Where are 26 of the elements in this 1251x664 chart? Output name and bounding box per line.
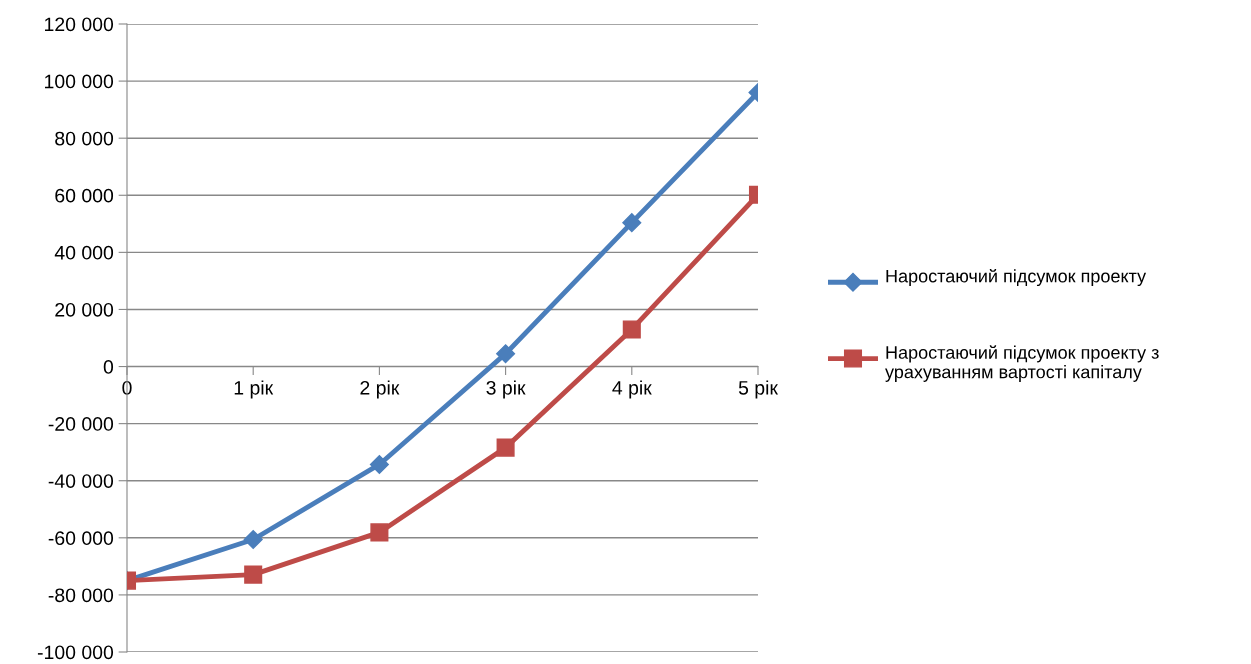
y-tick-label: -80 000 [48,588,114,603]
point [496,344,516,364]
x-tick-label: 5 рік [738,380,779,399]
point [243,529,263,550]
y-tick-label: -60 000 [48,531,114,546]
x-tick-label: 1 рік [234,380,274,399]
legend-label: Наростаючий підсумок проекту з урахуванням вартості капіталу [885,345,1159,382]
point [496,438,515,457]
y-tick-label: -20 000 [48,417,114,431]
y-tick-label: 120 000 [45,17,114,32]
legend-label: Наростаючий підсумок проекту [886,268,1147,287]
x-tick-label: 4 рік [612,380,652,399]
point [370,523,389,542]
y-tick-label: 60 000 [55,188,114,203]
x-tick-label: 0 [122,380,132,395]
y-tick-label: -100 000 [37,645,114,660]
point [369,454,389,474]
y-tick-label: 80 000 [55,131,114,146]
y-tick-label: 0 [103,360,114,374]
point [244,565,263,584]
y-tick-label: 100 000 [45,74,114,89]
x-tick-label: 2 рік [360,380,400,399]
x-tick-label: 3 рік [486,380,526,399]
y-tick-label: 40 000 [54,245,114,260]
y-tick-label: 20 000 [55,302,114,317]
y-tick-label: -40 000 [48,474,114,488]
